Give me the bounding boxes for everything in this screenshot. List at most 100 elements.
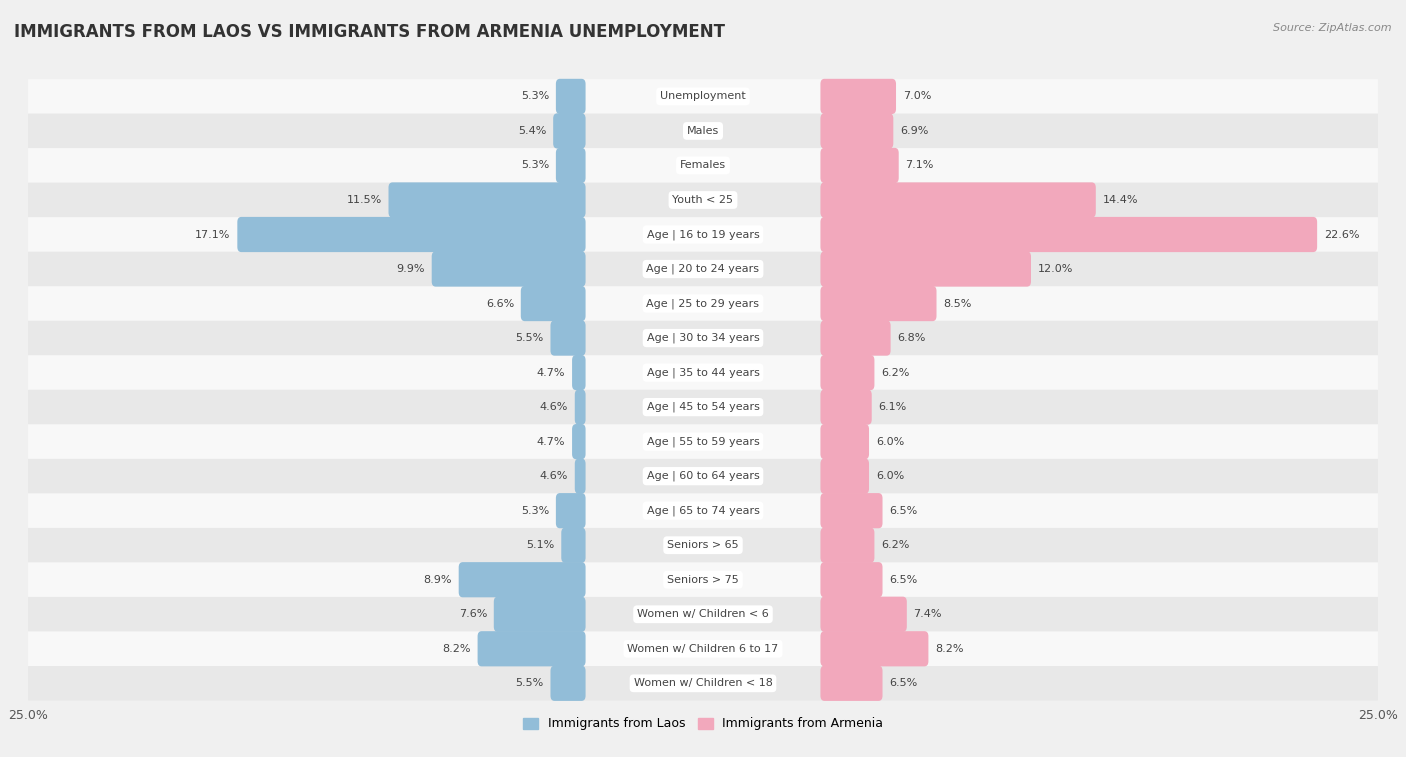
Text: 6.2%: 6.2% (882, 368, 910, 378)
FancyBboxPatch shape (821, 390, 872, 425)
FancyBboxPatch shape (478, 631, 585, 666)
FancyBboxPatch shape (432, 251, 585, 287)
FancyBboxPatch shape (28, 252, 1378, 286)
Text: 14.4%: 14.4% (1102, 195, 1137, 205)
Text: Seniors > 65: Seniors > 65 (668, 540, 738, 550)
FancyBboxPatch shape (28, 666, 1378, 700)
FancyBboxPatch shape (821, 251, 1031, 287)
FancyBboxPatch shape (28, 217, 1378, 252)
Legend: Immigrants from Laos, Immigrants from Armenia: Immigrants from Laos, Immigrants from Ar… (517, 712, 889, 736)
FancyBboxPatch shape (238, 217, 585, 252)
Text: 8.9%: 8.9% (423, 575, 451, 584)
FancyBboxPatch shape (28, 631, 1378, 666)
FancyBboxPatch shape (821, 320, 890, 356)
FancyBboxPatch shape (551, 665, 585, 701)
Text: Unemployment: Unemployment (661, 92, 745, 101)
Text: 9.9%: 9.9% (396, 264, 425, 274)
Text: Youth < 25: Youth < 25 (672, 195, 734, 205)
Text: 4.7%: 4.7% (537, 437, 565, 447)
Text: Males: Males (688, 126, 718, 136)
Text: Age | 60 to 64 years: Age | 60 to 64 years (647, 471, 759, 481)
FancyBboxPatch shape (821, 114, 893, 148)
Text: 7.6%: 7.6% (458, 609, 486, 619)
FancyBboxPatch shape (572, 424, 585, 459)
Text: 4.6%: 4.6% (540, 402, 568, 412)
FancyBboxPatch shape (28, 79, 1378, 114)
FancyBboxPatch shape (553, 114, 585, 148)
FancyBboxPatch shape (555, 79, 585, 114)
Text: 8.2%: 8.2% (443, 643, 471, 654)
Text: 4.7%: 4.7% (537, 368, 565, 378)
FancyBboxPatch shape (821, 217, 1317, 252)
Text: Age | 16 to 19 years: Age | 16 to 19 years (647, 229, 759, 240)
FancyBboxPatch shape (821, 459, 869, 494)
Text: 5.3%: 5.3% (520, 92, 550, 101)
Text: Age | 35 to 44 years: Age | 35 to 44 years (647, 367, 759, 378)
FancyBboxPatch shape (821, 79, 896, 114)
FancyBboxPatch shape (28, 286, 1378, 321)
FancyBboxPatch shape (28, 114, 1378, 148)
FancyBboxPatch shape (821, 424, 869, 459)
Text: 17.1%: 17.1% (195, 229, 231, 239)
Text: 22.6%: 22.6% (1324, 229, 1360, 239)
Text: Women w/ Children < 6: Women w/ Children < 6 (637, 609, 769, 619)
FancyBboxPatch shape (28, 425, 1378, 459)
FancyBboxPatch shape (28, 148, 1378, 182)
FancyBboxPatch shape (458, 562, 585, 597)
Text: Age | 65 to 74 years: Age | 65 to 74 years (647, 506, 759, 516)
FancyBboxPatch shape (575, 390, 585, 425)
FancyBboxPatch shape (821, 528, 875, 562)
Text: 5.3%: 5.3% (520, 506, 550, 516)
FancyBboxPatch shape (821, 597, 907, 632)
FancyBboxPatch shape (28, 321, 1378, 355)
Text: 7.4%: 7.4% (914, 609, 942, 619)
Text: 5.3%: 5.3% (520, 160, 550, 170)
FancyBboxPatch shape (28, 597, 1378, 631)
FancyBboxPatch shape (28, 528, 1378, 562)
Text: 7.0%: 7.0% (903, 92, 931, 101)
Text: IMMIGRANTS FROM LAOS VS IMMIGRANTS FROM ARMENIA UNEMPLOYMENT: IMMIGRANTS FROM LAOS VS IMMIGRANTS FROM … (14, 23, 725, 41)
Text: Source: ZipAtlas.com: Source: ZipAtlas.com (1274, 23, 1392, 33)
FancyBboxPatch shape (821, 355, 875, 390)
FancyBboxPatch shape (821, 182, 1095, 217)
Text: 6.1%: 6.1% (879, 402, 907, 412)
FancyBboxPatch shape (555, 493, 585, 528)
Text: 6.5%: 6.5% (889, 506, 918, 516)
Text: Seniors > 75: Seniors > 75 (666, 575, 740, 584)
Text: Women w/ Children < 18: Women w/ Children < 18 (634, 678, 772, 688)
Text: 5.5%: 5.5% (516, 678, 544, 688)
Text: 6.0%: 6.0% (876, 437, 904, 447)
Text: 6.9%: 6.9% (900, 126, 928, 136)
Text: Age | 45 to 54 years: Age | 45 to 54 years (647, 402, 759, 413)
FancyBboxPatch shape (28, 355, 1378, 390)
Text: 8.2%: 8.2% (935, 643, 963, 654)
FancyBboxPatch shape (28, 390, 1378, 425)
Text: 6.0%: 6.0% (876, 471, 904, 481)
FancyBboxPatch shape (821, 286, 936, 321)
Text: 4.6%: 4.6% (540, 471, 568, 481)
FancyBboxPatch shape (821, 493, 883, 528)
FancyBboxPatch shape (821, 665, 883, 701)
Text: 6.5%: 6.5% (889, 575, 918, 584)
Text: 12.0%: 12.0% (1038, 264, 1073, 274)
FancyBboxPatch shape (821, 148, 898, 183)
Text: Women w/ Children 6 to 17: Women w/ Children 6 to 17 (627, 643, 779, 654)
FancyBboxPatch shape (561, 528, 585, 562)
Text: 6.6%: 6.6% (486, 298, 515, 309)
Text: Age | 20 to 24 years: Age | 20 to 24 years (647, 263, 759, 274)
Text: 5.4%: 5.4% (517, 126, 547, 136)
Text: 6.8%: 6.8% (897, 333, 925, 343)
FancyBboxPatch shape (520, 286, 585, 321)
FancyBboxPatch shape (572, 355, 585, 390)
FancyBboxPatch shape (28, 459, 1378, 494)
Text: 8.5%: 8.5% (943, 298, 972, 309)
Text: 6.5%: 6.5% (889, 678, 918, 688)
FancyBboxPatch shape (821, 631, 928, 666)
Text: 6.2%: 6.2% (882, 540, 910, 550)
Text: 7.1%: 7.1% (905, 160, 934, 170)
FancyBboxPatch shape (555, 148, 585, 183)
FancyBboxPatch shape (28, 182, 1378, 217)
Text: Females: Females (681, 160, 725, 170)
Text: Age | 55 to 59 years: Age | 55 to 59 years (647, 436, 759, 447)
FancyBboxPatch shape (575, 459, 585, 494)
